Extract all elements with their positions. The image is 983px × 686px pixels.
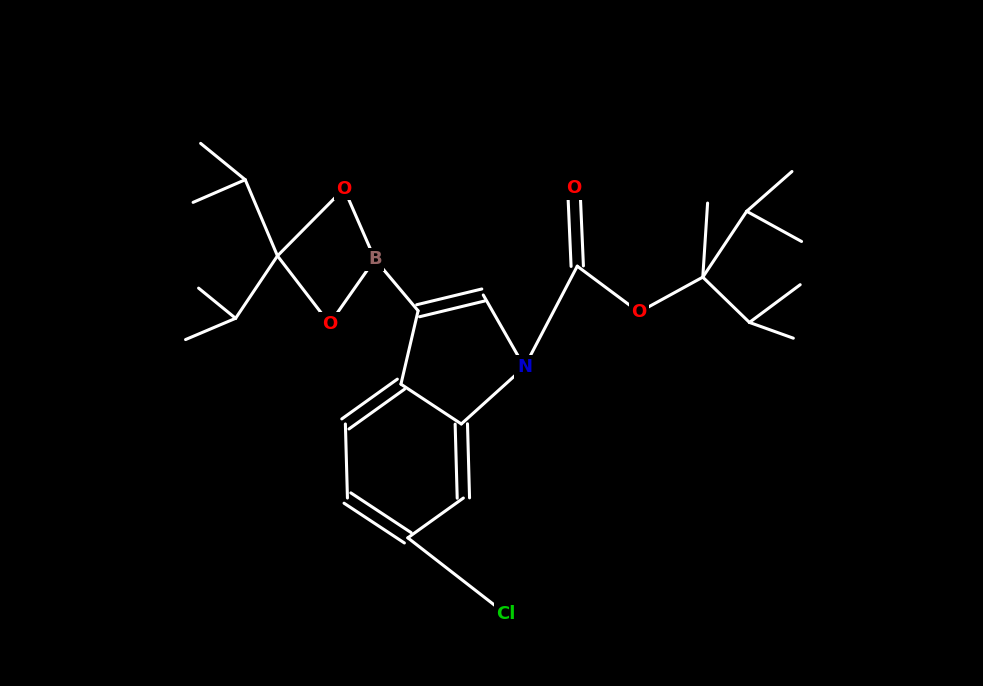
Text: O: O xyxy=(631,303,647,321)
Text: O: O xyxy=(566,179,582,197)
Text: B: B xyxy=(368,250,381,268)
Text: N: N xyxy=(517,358,532,376)
Text: Cl: Cl xyxy=(496,605,516,623)
Text: O: O xyxy=(336,180,352,198)
Text: O: O xyxy=(322,315,337,333)
